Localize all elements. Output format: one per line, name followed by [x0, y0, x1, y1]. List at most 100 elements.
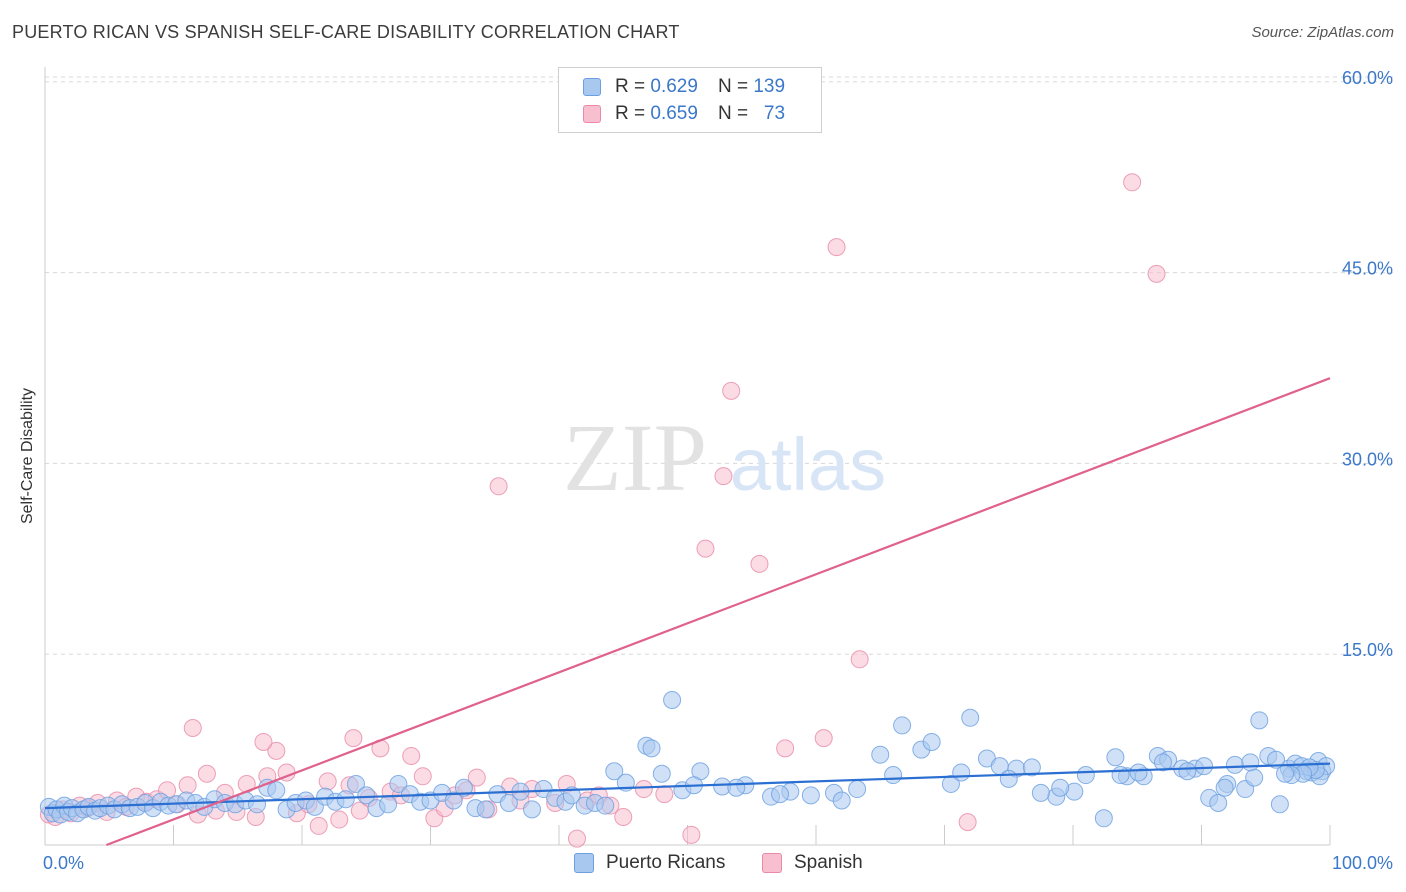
spanish-point: [634, 780, 653, 799]
puerto-rican-point: [884, 766, 903, 785]
spanish-point: [850, 650, 869, 669]
puerto-rican-point: [346, 774, 365, 793]
legend-row-puerto-ricans: R = 0.629 N = 139: [583, 73, 785, 101]
spanish-point: [183, 718, 202, 737]
spanish-point: [254, 732, 273, 751]
puerto-rican-point: [499, 794, 518, 813]
legend-label-puerto-ricans: Puerto Ricans: [606, 852, 726, 873]
puerto-rican-point: [941, 774, 960, 793]
n-value-spanish: 73: [763, 103, 786, 124]
spanish-point: [655, 785, 674, 804]
puerto-rican-point: [1111, 766, 1130, 785]
puerto-rican-point: [1129, 763, 1148, 782]
puerto-rican-point: [1051, 778, 1070, 797]
x-tick-label: 100.0%: [1332, 853, 1393, 873]
spanish-point: [178, 776, 197, 795]
puerto-rican-point: [771, 785, 790, 804]
puerto-rican-point: [871, 745, 890, 764]
blue-swatch: [583, 78, 601, 96]
tick-labels: 15.0% 30.0% 45.0% 60.0% 0.0% 100.0%: [43, 68, 1393, 873]
puerto-rican-point: [357, 786, 376, 805]
y-tick-label: 45.0%: [1342, 259, 1393, 279]
puerto-rican-point: [1022, 758, 1041, 777]
puerto-rican-point: [922, 732, 941, 751]
puerto-rican-point: [999, 769, 1018, 788]
spanish-point: [814, 729, 833, 748]
y-tick-label: 15.0%: [1342, 640, 1393, 660]
spanish-point: [614, 808, 633, 827]
r-label: R =: [615, 103, 646, 124]
r-value-puerto-ricans: 0.629: [650, 76, 698, 97]
puerto-rican-point: [562, 786, 581, 805]
spanish-point: [309, 816, 328, 835]
spanish-point: [267, 741, 286, 760]
stats-legend: R = 0.629 N = 139 R = 0.659 N = 73: [558, 67, 822, 133]
spanish-point: [722, 381, 741, 400]
puerto-rican-point: [336, 790, 355, 809]
puerto-rican-point: [663, 690, 682, 709]
r-label: R =: [615, 76, 646, 97]
spanish-point: [567, 829, 586, 848]
spanish-point: [402, 746, 421, 765]
spanish-point: [958, 813, 977, 832]
y-tick-label: 60.0%: [1342, 68, 1393, 88]
puerto-rican-point: [605, 762, 624, 781]
r-value-spanish: 0.659: [650, 103, 698, 124]
puerto-rican-point: [1209, 794, 1228, 813]
puerto-rican-point: [1031, 783, 1050, 802]
spanish-point: [714, 467, 733, 486]
puerto-rican-point: [1215, 778, 1234, 797]
puerto-rican-point: [1178, 762, 1197, 781]
puerto-rican-point: [379, 795, 398, 814]
puerto-rican-point: [848, 780, 867, 799]
puerto-rican-point: [642, 739, 661, 758]
puerto-rican-point: [1106, 748, 1125, 767]
puerto-rican-points: [39, 690, 1336, 828]
puerto-rican-point: [523, 800, 542, 819]
pink-swatch: [762, 853, 782, 873]
puerto-rican-point: [893, 716, 912, 735]
x-tick-label: 0.0%: [43, 853, 84, 873]
puerto-rican-point: [1076, 766, 1095, 785]
spanish-point: [413, 767, 432, 786]
puerto-rican-point: [1267, 750, 1286, 769]
spanish-point: [197, 764, 216, 783]
puerto-rican-point: [652, 764, 671, 783]
puerto-rican-point: [476, 800, 495, 819]
gridlines: [45, 76, 1395, 655]
puerto-rican-point: [1094, 809, 1113, 828]
puerto-rican-point: [1195, 757, 1214, 776]
spanish-point: [750, 554, 769, 573]
legend-row-spanish: R = 0.659 N = 73: [583, 100, 785, 128]
spanish-point: [318, 772, 337, 791]
puerto-rican-point: [389, 774, 408, 793]
legend-item-puerto-ricans[interactable]: Puerto Ricans: [574, 852, 725, 874]
legend-item-spanish[interactable]: Spanish: [762, 852, 863, 874]
puerto-rican-point: [1225, 755, 1244, 774]
puerto-rican-point: [454, 778, 473, 797]
spanish-point: [776, 739, 795, 758]
trend-lines: [44, 377, 1331, 847]
puerto-rican-point: [727, 778, 746, 797]
puerto-rican-point: [1153, 753, 1172, 772]
chart-title: PUERTO RICAN VS SPANISH SELF-CARE DISABI…: [12, 22, 680, 42]
watermark-zip: ZIP: [563, 404, 707, 511]
puerto-rican-point: [267, 781, 286, 800]
spanish-point: [330, 810, 349, 829]
n-label: N =: [717, 76, 749, 97]
spanish-point: [696, 539, 715, 558]
puerto-rican-point: [801, 786, 820, 805]
spanish-point: [344, 729, 363, 748]
spanish-point: [489, 477, 508, 496]
spanish-point: [682, 825, 701, 844]
puerto-rican-point: [1250, 711, 1269, 730]
puerto-rican-point: [1245, 768, 1264, 787]
blue-swatch: [574, 853, 594, 873]
puerto-rican-point: [248, 795, 267, 814]
spanish-point: [1123, 173, 1142, 192]
puerto-rican-point: [961, 708, 980, 727]
n-value-puerto-ricans: 139: [753, 76, 786, 97]
puerto-rican-point: [1270, 795, 1289, 814]
watermark-atlas: atlas: [730, 423, 886, 506]
spanish-point: [467, 768, 486, 787]
